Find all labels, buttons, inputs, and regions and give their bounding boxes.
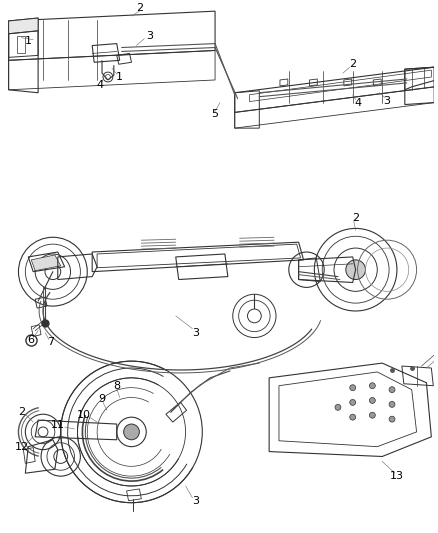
Text: 10: 10 [78, 410, 91, 420]
Text: 7: 7 [47, 337, 54, 348]
Text: 2: 2 [136, 3, 143, 13]
Text: 3: 3 [192, 328, 199, 337]
Text: 13: 13 [390, 471, 404, 481]
Text: 3: 3 [146, 31, 153, 41]
Circle shape [369, 398, 375, 403]
Polygon shape [9, 18, 38, 34]
Text: 12: 12 [14, 442, 28, 451]
Text: 2: 2 [352, 213, 359, 223]
Text: 4: 4 [96, 80, 104, 90]
Text: 5: 5 [212, 109, 219, 119]
Circle shape [389, 416, 395, 422]
Text: 9: 9 [99, 394, 106, 405]
Circle shape [350, 385, 356, 391]
Text: 8: 8 [113, 381, 120, 391]
Text: 2: 2 [349, 59, 356, 69]
Circle shape [124, 424, 139, 440]
Circle shape [350, 414, 356, 420]
Circle shape [346, 260, 365, 279]
Text: 11: 11 [51, 420, 65, 430]
Circle shape [335, 405, 341, 410]
Text: 3: 3 [384, 95, 391, 106]
Text: 6: 6 [28, 335, 35, 345]
Text: 1: 1 [25, 36, 32, 46]
Circle shape [350, 399, 356, 406]
Text: 1: 1 [116, 72, 123, 82]
Text: 2: 2 [18, 407, 25, 417]
Circle shape [369, 412, 375, 418]
Text: 4: 4 [354, 98, 361, 108]
Circle shape [369, 383, 375, 389]
Circle shape [389, 387, 395, 393]
Text: 3: 3 [192, 496, 199, 506]
Polygon shape [31, 255, 61, 271]
Circle shape [389, 401, 395, 407]
